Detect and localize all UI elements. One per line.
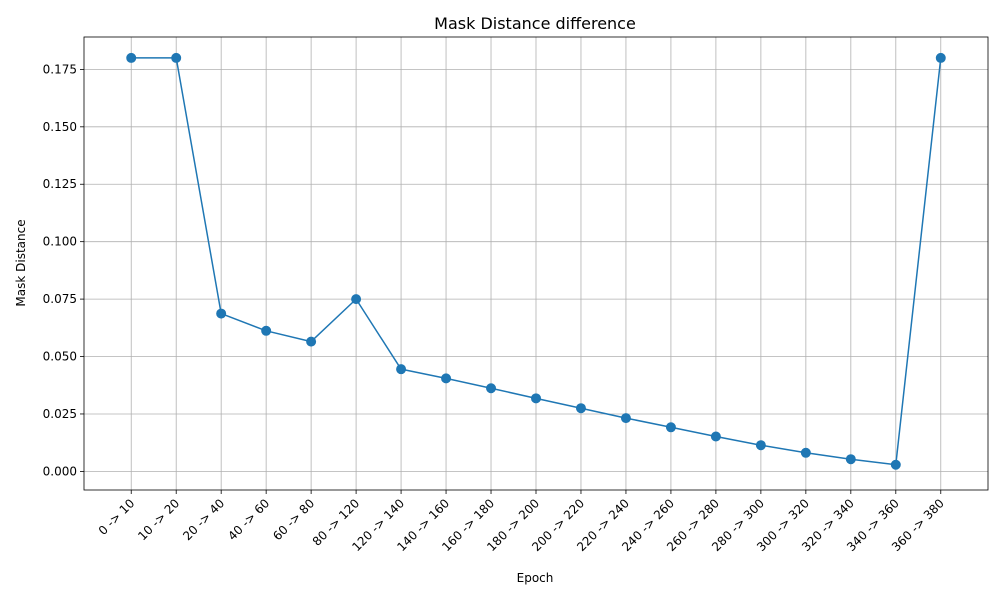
x-axis-label: Epoch — [517, 571, 554, 585]
data-point — [306, 336, 317, 347]
series-group — [126, 52, 946, 470]
grid — [84, 37, 988, 490]
data-point — [755, 440, 766, 451]
y-axis-ticks: 0.000 0.025 0.050 0.075 0.100 0.125 0.150 0.175 — [43, 62, 84, 478]
y-tick-label: 0.075 — [43, 292, 77, 306]
data-point — [710, 431, 721, 442]
y-tick-label: 0.025 — [43, 407, 77, 421]
y-tick-label: 0.100 — [43, 235, 77, 249]
data-point — [575, 403, 586, 414]
data-point — [935, 52, 946, 63]
y-tick-label: 0.175 — [43, 62, 77, 76]
y-tick-label: 0.150 — [43, 120, 77, 134]
y-axis-label: Mask Distance — [14, 219, 28, 306]
data-point — [171, 52, 182, 63]
data-point — [620, 413, 631, 424]
data-point — [216, 308, 227, 319]
data-point — [845, 454, 856, 465]
chart-title: Mask Distance difference — [434, 14, 636, 33]
data-point — [261, 325, 272, 336]
y-tick-label: 0.125 — [43, 177, 77, 191]
y-tick-label: 0.050 — [43, 350, 77, 364]
data-point — [531, 393, 541, 404]
data-point — [396, 364, 407, 375]
y-tick-label: 0.000 — [43, 464, 77, 478]
data-point — [665, 422, 676, 433]
data-point — [441, 373, 452, 384]
data-point — [800, 447, 811, 458]
data-point — [890, 459, 901, 470]
data-point — [486, 383, 497, 394]
data-point — [351, 294, 362, 305]
data-point — [126, 52, 137, 63]
